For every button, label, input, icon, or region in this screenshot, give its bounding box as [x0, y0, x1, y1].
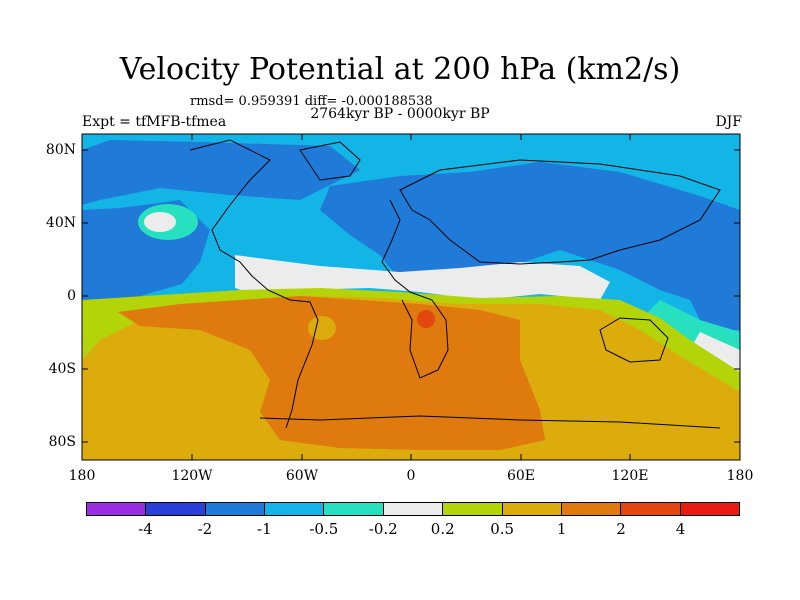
lon-label-180w: 180	[68, 468, 96, 484]
season-label: DJF	[715, 114, 742, 130]
lon-label-180e: 180	[726, 468, 754, 484]
axis-ticks	[82, 134, 740, 460]
antarctica-coast	[259, 415, 721, 429]
lat-label-0: 0	[67, 288, 76, 304]
lon-label-120w: 120W	[171, 468, 213, 484]
colorbar-label-2: -1	[257, 520, 272, 538]
colorbar-label-4: -0.2	[368, 520, 398, 538]
lat-label-80s: 80S	[48, 434, 76, 450]
lon-label-0: 0	[406, 468, 416, 484]
lat-label-40s: 40S	[48, 361, 76, 377]
colorbar-swatch-8	[561, 503, 622, 515]
colorbar-swatch-10	[680, 503, 739, 515]
lon-label-60e: 60E	[506, 468, 536, 484]
colorbar-swatch-0	[87, 503, 147, 515]
colorbar-swatch-7	[502, 503, 562, 515]
chart-title: Velocity Potential at 200 hPa (km2/s)	[119, 52, 681, 87]
colorbar-swatch-1	[146, 503, 206, 515]
contour-level-4-africa	[417, 310, 435, 328]
colorbar-label-3: -0.5	[309, 520, 339, 538]
period-label: 2764kyr BP - 0000kyr BP	[310, 106, 490, 122]
colorbar-swatch-5	[383, 503, 444, 515]
contour-level-2	[118, 296, 545, 450]
colorbar-swatch-2	[205, 503, 266, 515]
contour-level-02-pacific	[144, 212, 176, 232]
colorbar-label-8: 2	[616, 520, 626, 538]
stats-label: rmsd= 0.959391 diff= -0.000188538	[190, 94, 433, 109]
lon-label-120e: 120E	[611, 468, 649, 484]
colorbar-label-9: 4	[675, 520, 686, 538]
lon-label-60w: 60W	[285, 468, 319, 484]
colorbar-label-0: -4	[138, 520, 153, 538]
colorbar-swatch-3	[265, 503, 325, 515]
contour-level-neg1-north-pacific	[82, 140, 360, 205]
contour-fill-group	[82, 134, 740, 460]
africa-coast	[381, 199, 449, 379]
contour-level-1-island	[308, 316, 336, 340]
colorbar-label-6: 0.5	[490, 520, 515, 538]
greenland-coast	[299, 141, 361, 181]
lat-label-40n: 40N	[45, 215, 76, 231]
eurasia-coast	[399, 159, 721, 265]
colorbar-label-1: -2	[197, 520, 213, 538]
australia-coast	[599, 317, 669, 363]
colorbar-swatch-4	[324, 503, 384, 515]
colorbar-label-5: 0.2	[430, 520, 455, 538]
colorbar	[86, 502, 740, 516]
americas-coast	[189, 139, 319, 429]
lat-label-80n: 80N	[45, 142, 76, 158]
colorbar-swatch-9	[621, 503, 681, 515]
colorbar-swatch-6	[443, 503, 503, 515]
colorbar-label-7: 1	[556, 520, 567, 538]
coastlines	[189, 139, 721, 429]
experiment-label: Expt = tfMFB-tfmea	[82, 114, 227, 130]
contour-level-neg1-eurasia	[320, 162, 740, 330]
